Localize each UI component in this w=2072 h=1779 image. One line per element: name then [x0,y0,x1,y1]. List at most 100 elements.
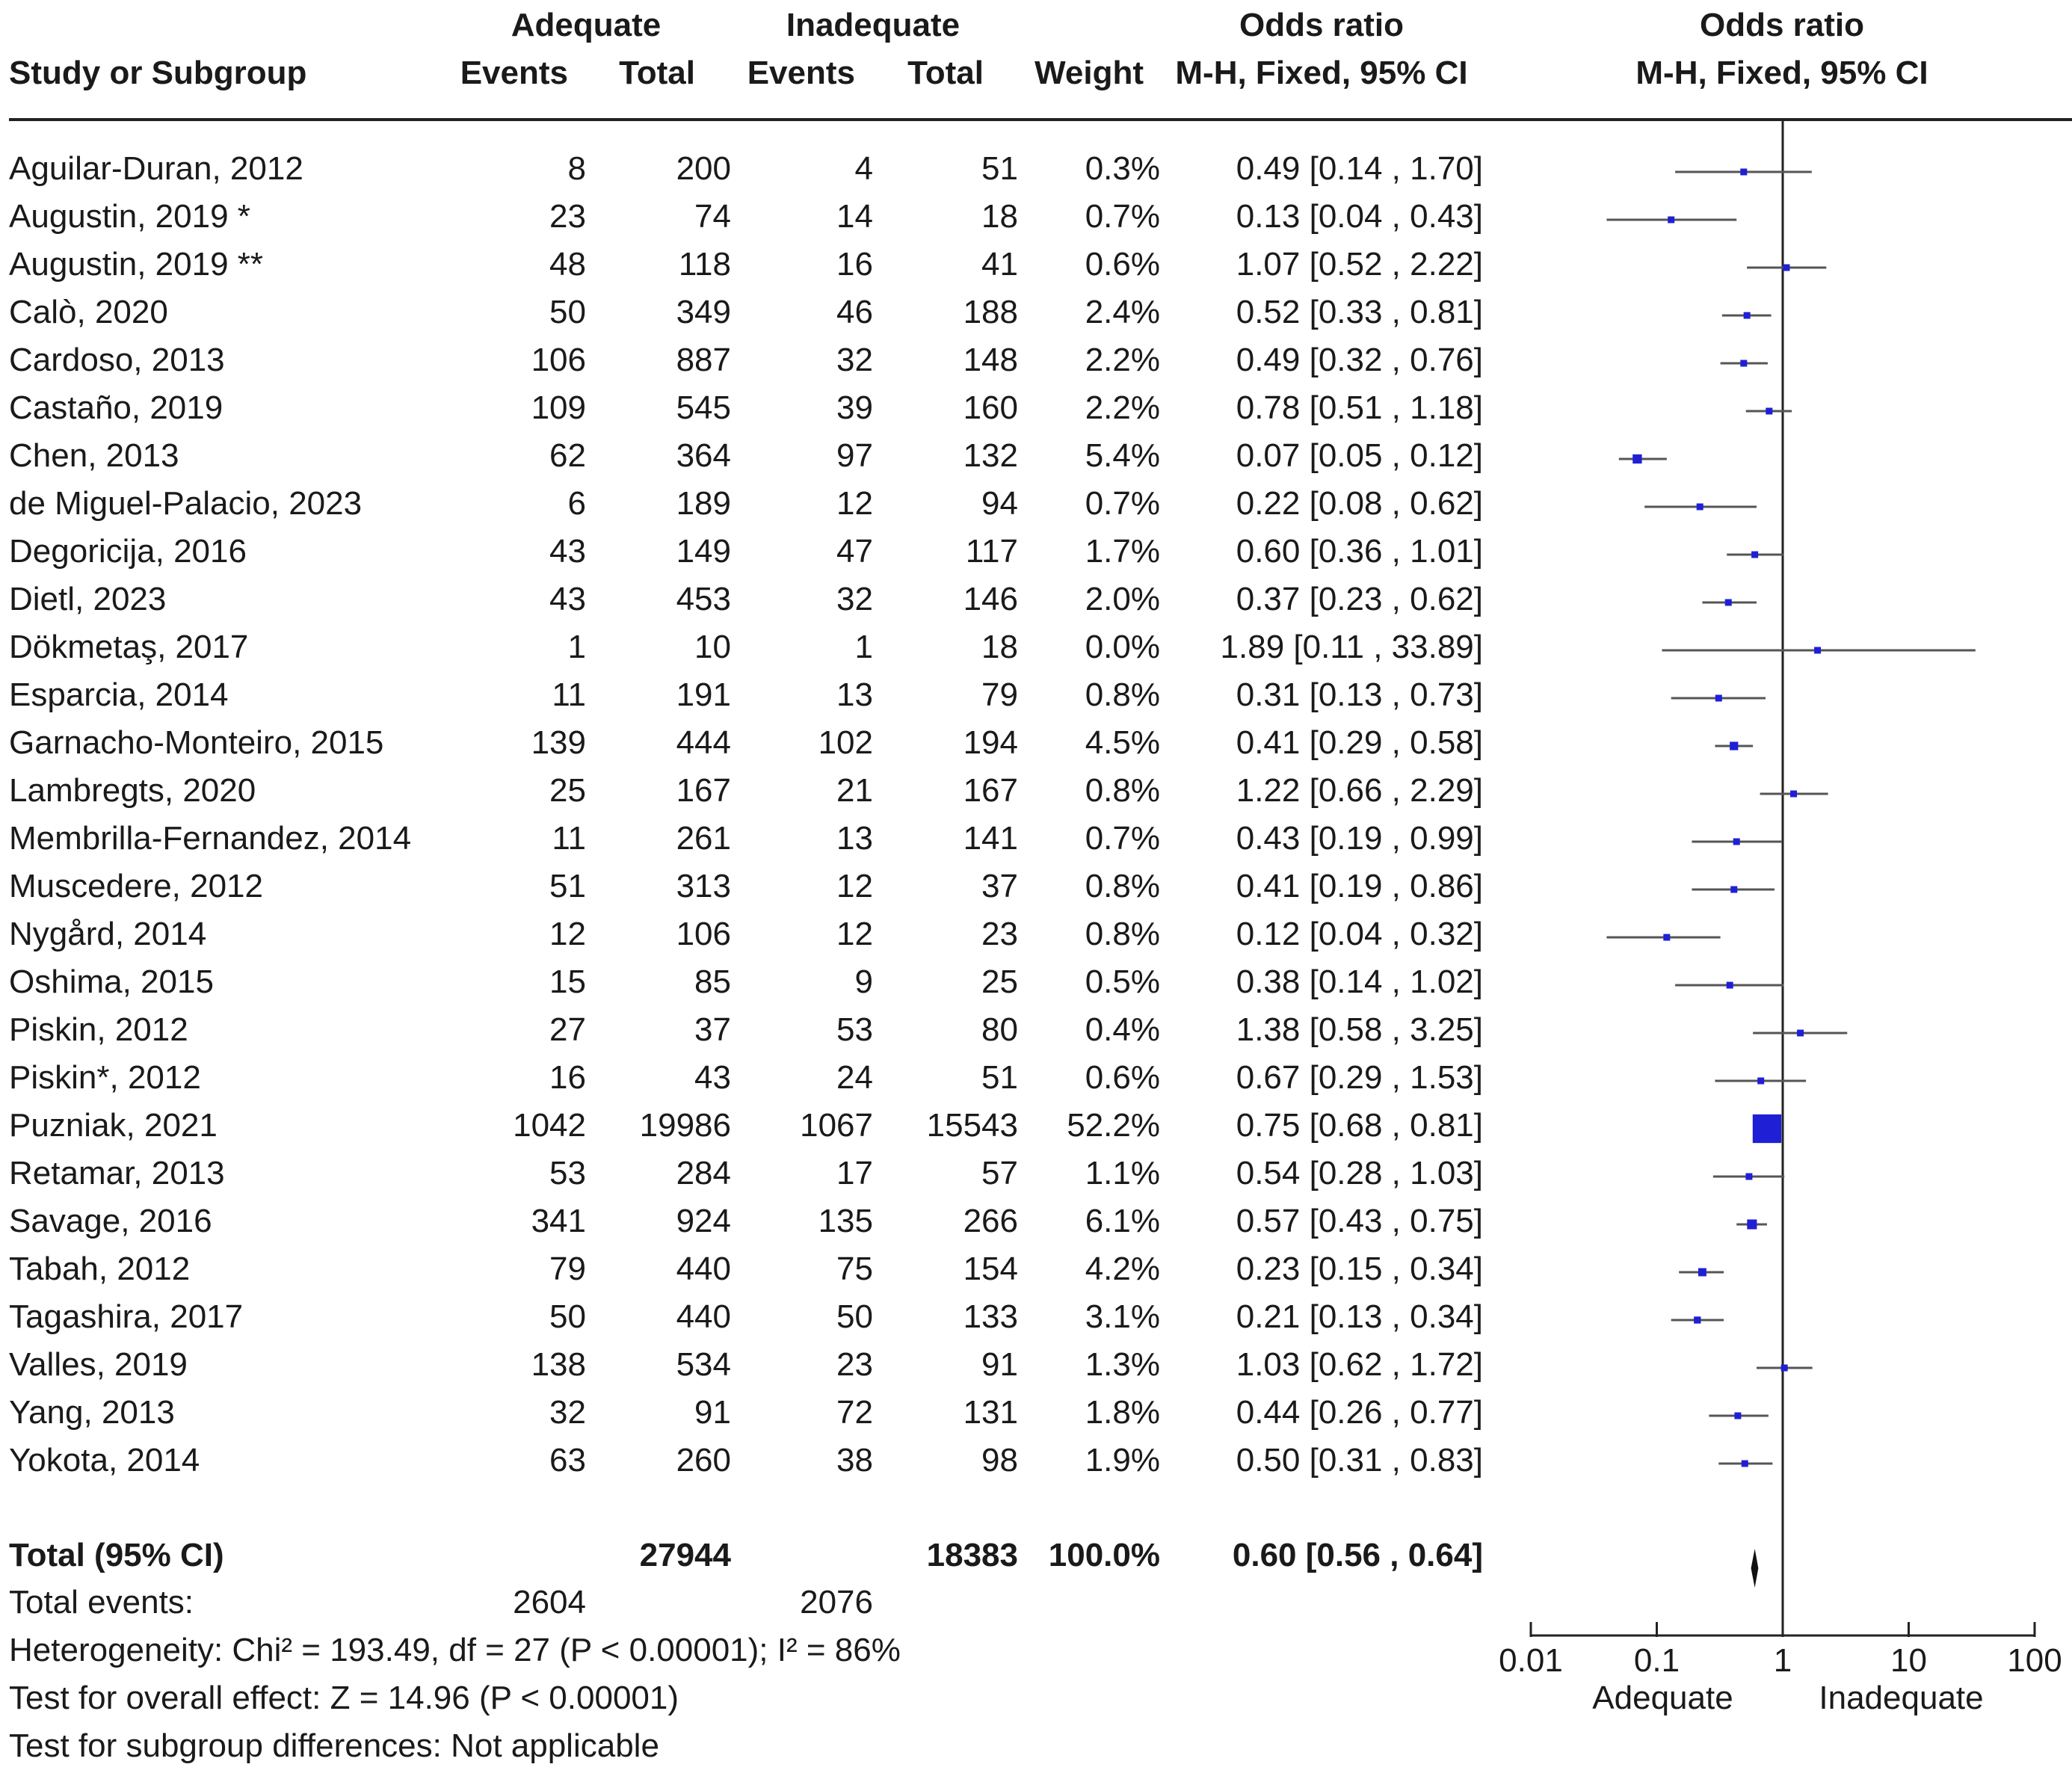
inadequate-total: 91 [981,1346,1018,1383]
table-row: Tagashira, 2017 50 440 50 133 3.1% 0.21 [0.13 … [9,1298,1483,1335]
inadequate-events: 16 [836,246,873,283]
study-mark [1752,1114,1782,1144]
adequate-total: 545 [676,389,731,426]
table-row: Savage, 2016 341 924 135 266 6.1% 0.57 [0.43 ,… [9,1203,1483,1239]
axis-tick-label: 1 [1774,1642,1792,1679]
table-row: Membrilla-Fernandez, 2014 11 261 13 141 0.7% 0… [9,820,1483,857]
study-weight: 4.2% [1085,1251,1160,1287]
adequate-events: 25 [549,772,586,809]
study-name: Oshima, 2015 [9,964,214,1000]
inadequate-total-header: Total [907,55,984,91]
odds-ratio-ci: 1.07 [0.52 , 2.22] [1236,246,1483,283]
table-row: Dökmetaş, 2017 1 10 1 18 0.0% 1.89 [0.11 , 33.… [9,629,1483,665]
adequate-events: 139 [531,724,586,761]
study-weight: 0.8% [1085,916,1160,952]
total-weight: 100.0% [1049,1537,1160,1573]
table-row: Degoricija, 2016 43 149 47 117 1.7% 0.60 [0.36… [9,533,1483,570]
inadequate-events: 9 [855,964,873,1000]
study-weight: 1.3% [1085,1346,1160,1383]
total-diamond [1751,1549,1759,1588]
adequate-total: 106 [676,916,731,952]
point-estimate-square [1814,647,1822,654]
adequate-events: 32 [549,1394,586,1431]
inadequate-events: 17 [836,1155,873,1191]
point-estimate-square [1757,1077,1765,1085]
odds-ratio-ci: 0.60 [0.36 , 1.01] [1236,533,1483,570]
study-name: Aguilar-Duran, 2012 [9,150,303,187]
axis-tick-label: 100 [2007,1642,2062,1679]
adequate-events: 8 [568,150,586,187]
adequate-events: 63 [549,1442,586,1479]
study-weight: 6.1% [1085,1203,1160,1239]
inadequate-events: 1 [855,629,873,665]
adequate-total: 887 [676,342,731,378]
study-weight: 0.6% [1085,246,1160,283]
table-row: Puzniak, 2021 1042 19986 1067 15543 52.2% 0.75… [9,1107,1483,1144]
odds-ratio-ci: 0.75 [0.68 , 0.81] [1236,1107,1483,1144]
study-weight: 4.5% [1085,724,1160,761]
study-name: Degoricija, 2016 [9,533,247,570]
inadequate-events: 38 [836,1442,873,1479]
x-axis: 0.01 0.1 1 10 100 [1499,1622,2062,1679]
point-estimate-square [1797,1029,1804,1037]
adequate-total: 189 [676,485,731,522]
study-name: Garnacho-Monteiro, 2015 [9,724,383,761]
odds-ratio-ci: 0.49 [0.32 , 0.76] [1236,342,1483,378]
table-row: Valles, 2019 138 534 23 91 1.3% 1.03 [0.62 , 1… [9,1346,1483,1383]
odds-ratio-ci: 0.12 [0.04 , 0.32] [1236,916,1483,952]
inadequate-events: 12 [836,916,873,952]
odds-ratio-ci: 0.67 [0.29 , 1.53] [1236,1059,1483,1096]
study-weight: 0.8% [1085,868,1160,904]
study-weight: 2.4% [1085,294,1160,330]
adequate-events: 1042 [513,1107,586,1144]
study-weight: 0.3% [1085,150,1160,187]
study-mark [1675,981,1784,989]
adequate-total: 200 [676,150,731,187]
inadequate-total: 167 [963,772,1018,809]
odds-ratio-ci: 0.41 [0.19 , 0.86] [1236,868,1483,904]
study-mark [1718,1460,1773,1467]
study-mark [1721,312,1772,319]
study-mark [1692,838,1783,845]
inadequate-total: 15543 [927,1107,1018,1144]
adequate-total: 313 [676,868,731,904]
inadequate-total: 37 [981,868,1018,904]
point-estimate-square [1745,1173,1753,1180]
adequate-events: 62 [549,437,586,474]
study-name: Calò, 2020 [9,294,168,330]
inadequate-header: Inadequate [786,7,960,43]
adequate-total: 364 [676,437,731,474]
inadequate-events: 23 [836,1346,873,1383]
table-row: Chen, 2013 62 364 97 132 5.4% 0.07 [0.05 , 0.1… [9,437,1483,474]
point-estimate-square [1668,216,1675,223]
inadequate-events: 53 [836,1011,873,1048]
study-name: Chen, 2013 [9,437,179,474]
table-row: Tabah, 2012 79 440 75 154 4.2% 0.23 [0.15 , 0.… [9,1251,1483,1287]
study-marks [1606,168,1976,1467]
adequate-total: 534 [676,1346,731,1383]
adequate-total: 37 [694,1011,731,1048]
inadequate-events: 13 [836,820,873,857]
subgroup-differences-text: Test for subgroup differences: Not appli… [9,1727,659,1764]
inadequate-total: 266 [963,1203,1018,1239]
inadequate-events: 1067 [800,1107,873,1144]
odds-ratio-ci: 0.78 [0.51 , 1.18] [1236,389,1483,426]
study-weight: 1.1% [1085,1155,1160,1191]
study-mark [1715,741,1754,750]
adequate-total: 149 [676,533,731,570]
odds-ratio-ci: 0.44 [0.26 , 0.77] [1236,1394,1483,1431]
study-name: Nygård, 2014 [9,916,206,952]
study-name: Tabah, 2012 [9,1251,190,1287]
axis-right-label: Inadequate [1819,1680,1983,1716]
table-row: Augustin, 2019 * 23 74 14 18 0.7% 0.13 [0.04 ,… [9,198,1483,235]
inadequate-total: 117 [966,533,1018,570]
study-name: Valles, 2019 [9,1346,188,1383]
adequate-total: 440 [676,1298,731,1335]
adequate-events: 16 [549,1059,586,1096]
inadequate-total: 160 [963,389,1018,426]
table-row: Oshima, 2015 15 85 9 25 0.5% 0.38 [0.14 , 1.02… [9,964,1483,1000]
study-weight: 0.0% [1085,629,1160,665]
inadequate-total: 18 [981,198,1018,235]
study-weight: 5.4% [1085,437,1160,474]
